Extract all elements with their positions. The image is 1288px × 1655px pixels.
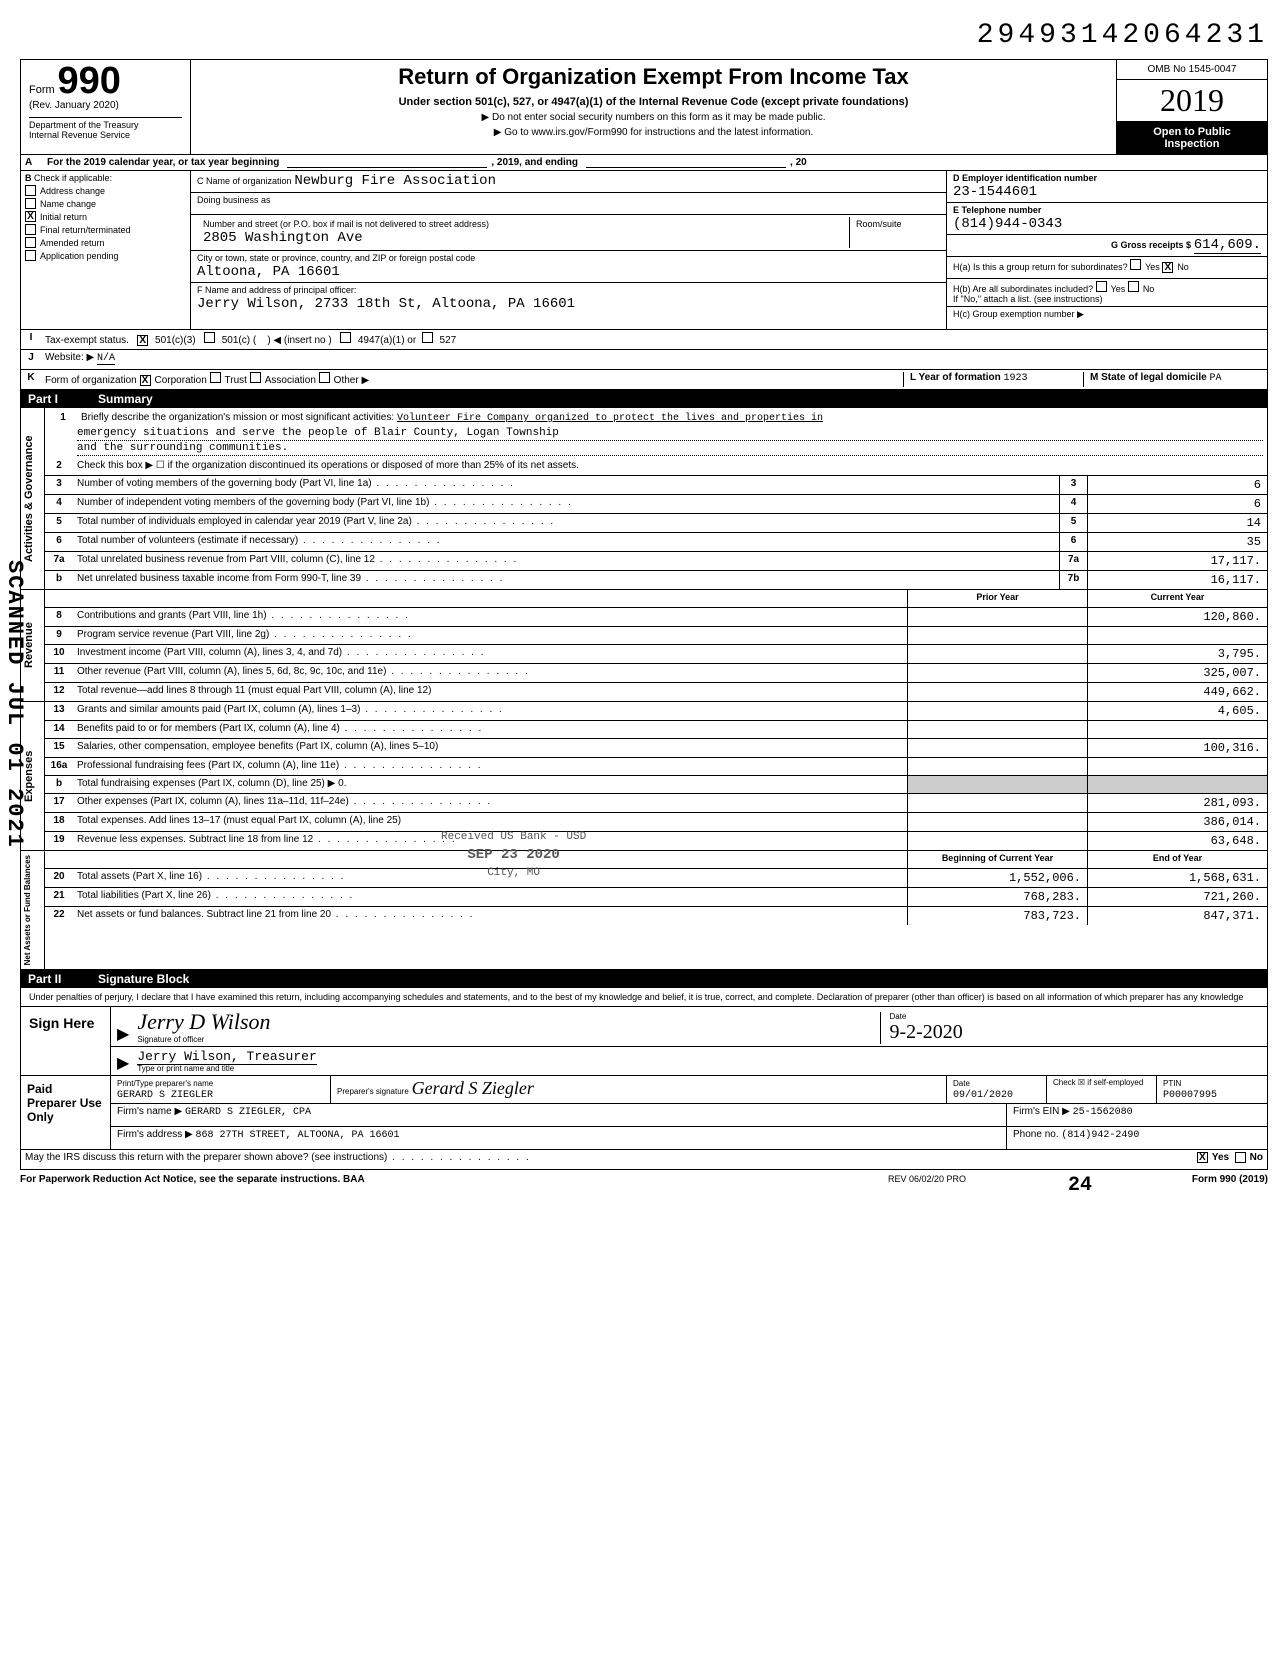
salaries: 100,316. <box>1087 739 1267 757</box>
open-to-public: Open to Public Inspection <box>1117 122 1267 154</box>
page-number: 24 <box>1068 1174 1128 1197</box>
employees-count: 14 <box>1087 514 1267 532</box>
revenue-less-expenses: 63,648. <box>1087 832 1267 850</box>
firm-ein: 25-1562080 <box>1073 1107 1133 1118</box>
org-name: Newburg Fire Association <box>294 173 496 189</box>
officer-signature: Jerry D Wilson <box>137 1009 270 1034</box>
row-a-tax-year: A For the 2019 calendar year, or tax yea… <box>20 154 1268 171</box>
signature-block: Under penalties of perjury, I declare th… <box>20 988 1268 1076</box>
investment-income: 3,795. <box>1087 645 1267 663</box>
year-formation: 1923 <box>1004 373 1028 384</box>
form-header: Form 990 (Rev. January 2020) Department … <box>20 59 1268 154</box>
contributions: 120,860. <box>1087 608 1267 626</box>
state-domicile: PA <box>1209 373 1221 384</box>
dept-treasury: Department of the Treasury Internal Reve… <box>29 117 182 140</box>
unrelated-revenue: 17,117. <box>1087 552 1267 570</box>
total-liabilities-begin: 768,283. <box>907 888 1087 906</box>
part-ii-header: Part II Signature Block <box>20 970 1268 988</box>
other-revenue: 325,007. <box>1087 664 1267 682</box>
row-i-tax-exempt: I Tax-exempt status. X 501(c)(3) 501(c) … <box>20 330 1268 350</box>
activities-governance-section: Activities & Governance 1 Briefly descri… <box>20 408 1268 590</box>
entity-info-block: B Check if applicable: Address change Na… <box>20 171 1268 330</box>
expenses-section: Expenses 13Grants and similar amounts pa… <box>20 702 1268 851</box>
net-assets-begin: 783,723. <box>907 907 1087 925</box>
discuss-no[interactable] <box>1235 1152 1246 1163</box>
dln-number: 29493142064231 <box>20 20 1268 51</box>
firm-address: 868 27TH STREET, ALTOONA, PA 16601 <box>196 1130 400 1141</box>
check-501c-other[interactable] <box>204 332 215 343</box>
unrelated-taxable: 16,117. <box>1087 571 1267 589</box>
form-title: Return of Organization Exempt From Incom… <box>199 64 1108 90</box>
form-subtitle: Under section 501(c), 527, or 4947(a)(1)… <box>199 96 1108 108</box>
check-corporation[interactable]: X <box>140 375 151 386</box>
revenue-section: Revenue Prior YearCurrent Year 8Contribu… <box>20 590 1268 702</box>
check-name-change[interactable]: Name change <box>25 198 186 209</box>
preparer-signature: Gerard S Ziegler <box>412 1078 534 1098</box>
ptin: P00007995 <box>1163 1090 1217 1101</box>
mission-line-2: emergency situations and serve the peopl… <box>77 426 1263 441</box>
check-trust[interactable] <box>210 372 221 383</box>
page-footer: For Paperwork Reduction Act Notice, see … <box>20 1170 1268 1201</box>
check-501c3[interactable]: X <box>137 335 148 346</box>
form-revision: (Rev. January 2020) <box>29 100 182 111</box>
discuss-yes[interactable]: X <box>1197 1152 1208 1163</box>
city-state-zip: Altoona, PA 16601 <box>197 264 340 280</box>
self-employed-check[interactable]: Check ☒ if self-employed <box>1047 1076 1157 1103</box>
street-address: 2805 Washington Ave <box>203 230 363 246</box>
omb-number: OMB No 1545-0047 <box>1117 60 1267 80</box>
total-revenue: 449,662. <box>1087 683 1267 701</box>
check-association[interactable] <box>250 372 261 383</box>
tax-year: 2019 <box>1117 80 1267 122</box>
website-link: ▶ Go to www.irs.gov/Form990 for instruct… <box>199 127 1108 138</box>
ssn-warning: ▶ Do not enter social security numbers o… <box>199 112 1108 123</box>
ein: 23-1544601 <box>953 184 1037 200</box>
independent-members: 6 <box>1087 495 1267 513</box>
other-expenses: 281,093. <box>1087 794 1267 812</box>
net-assets-section: Received US Bank - USD SEP 23 2020 City,… <box>20 851 1268 970</box>
telephone: (814)944-0343 <box>953 216 1062 232</box>
check-address-change[interactable]: Address change <box>25 185 186 196</box>
check-application-pending[interactable]: Application pending <box>25 250 186 261</box>
irs-discuss-row: May the IRS discuss this return with the… <box>20 1150 1268 1170</box>
principal-officer: Jerry Wilson, 2733 18th St, Altoona, PA … <box>197 296 575 312</box>
volunteers-count: 35 <box>1087 533 1267 551</box>
row-k-form-of-org: K Form of organization XCorporation Trus… <box>20 370 1268 390</box>
form-number: 990 <box>57 60 120 102</box>
preparer-date: 09/01/2020 <box>953 1090 1013 1101</box>
total-assets-begin: 1,552,006. <box>907 869 1087 887</box>
gross-receipts: 614,609. <box>1194 237 1261 254</box>
total-expenses: 386,014. <box>1087 813 1267 831</box>
form-label: Form <box>29 84 55 96</box>
check-amended-return[interactable]: Amended return <box>25 237 186 248</box>
website-value: N/A <box>97 353 115 365</box>
voting-members: 6 <box>1087 476 1267 494</box>
paid-preparer-block: Paid Preparer Use Only Print/Type prepar… <box>20 1076 1268 1150</box>
row-j-website: J Website: ▶ N/A <box>20 350 1268 370</box>
total-assets-end: 1,568,631. <box>1087 869 1267 887</box>
grants-paid: 4,605. <box>1087 702 1267 720</box>
mission-line-3: and the surrounding communities. <box>77 441 1263 456</box>
perjury-declaration: Under penalties of perjury, I declare th… <box>21 988 1267 1007</box>
preparer-name: GERARD S ZIEGLER <box>117 1090 213 1101</box>
check-4947a1[interactable] <box>340 332 351 343</box>
sign-here-label: Sign Here <box>21 1007 111 1075</box>
net-assets-end: 847,371. <box>1087 907 1267 925</box>
check-initial-return[interactable]: XInitial return <box>25 211 186 222</box>
firm-name: GERARD S ZIEGLER, CPA <box>185 1107 311 1118</box>
check-527[interactable] <box>422 332 433 343</box>
officer-name-title: Jerry Wilson, Treasurer <box>137 1049 316 1065</box>
total-liabilities-end: 721,260. <box>1087 888 1267 906</box>
part-i-header: Part I Summary <box>20 390 1268 408</box>
check-other[interactable] <box>319 372 330 383</box>
check-final-return[interactable]: Final return/terminated <box>25 224 186 235</box>
signature-date: 9-2-2020 <box>889 1021 962 1043</box>
firm-phone: (814)942-2490 <box>1061 1130 1139 1141</box>
